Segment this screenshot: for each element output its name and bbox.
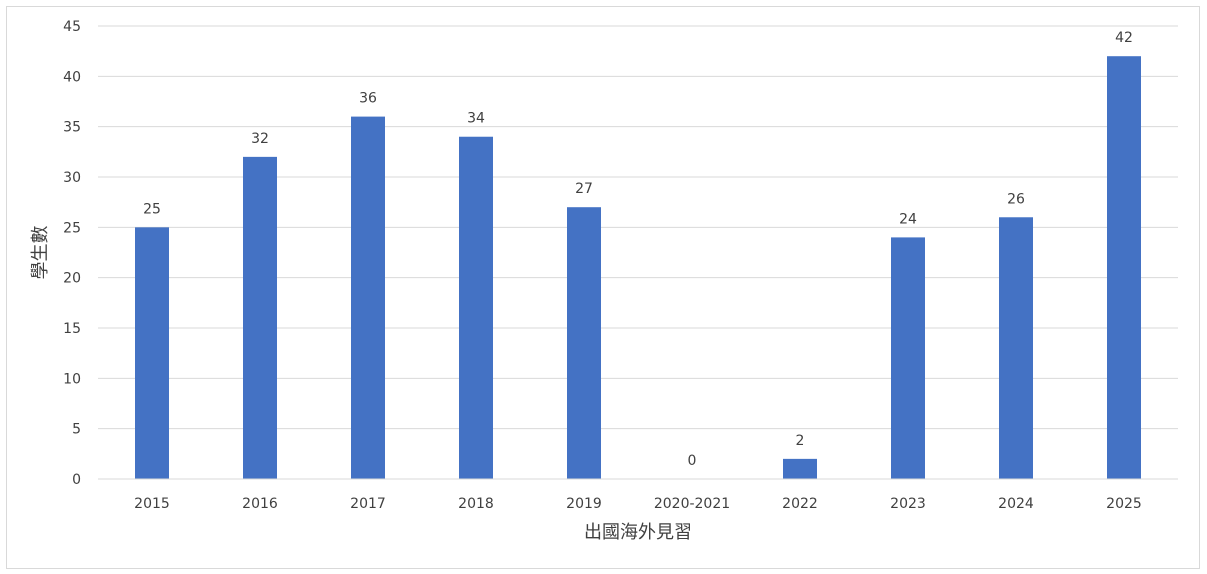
bar <box>135 227 169 479</box>
y-tick-label: 10 <box>63 371 81 387</box>
y-axis-title: 學生數 <box>30 226 51 280</box>
y-tick-label: 20 <box>63 271 81 287</box>
data-label: 0 <box>688 453 697 469</box>
y-tick-label: 25 <box>63 220 81 236</box>
y-axis-ticks: 0 5 10 15 20 25 30 35 40 45 <box>63 19 81 488</box>
x-axis-title: 出國海外見習 <box>584 522 692 543</box>
x-tick-label: 2025 <box>1106 496 1142 512</box>
y-tick-label: 35 <box>63 120 81 136</box>
x-tick-label: 2020-2021 <box>654 496 730 512</box>
y-tick-label: 15 <box>63 321 81 337</box>
y-tick-label: 40 <box>63 69 81 85</box>
bars <box>135 56 1141 479</box>
x-tick-label: 2023 <box>890 496 926 512</box>
x-tick-label: 2022 <box>782 496 818 512</box>
bar <box>459 136 493 479</box>
bar <box>567 207 601 479</box>
data-label: 27 <box>575 181 593 197</box>
y-tick-label: 45 <box>63 19 81 35</box>
bar <box>891 237 925 479</box>
gridlines <box>98 25 1178 430</box>
data-label: 2 <box>796 433 805 449</box>
y-tick-label: 0 <box>72 472 81 488</box>
y-tick-label: 30 <box>63 170 81 186</box>
data-label: 32 <box>251 131 269 147</box>
x-tick-label: 2018 <box>458 496 494 512</box>
data-labels: 25 32 36 34 27 0 2 24 26 42 <box>143 30 1133 469</box>
x-tick-label: 2015 <box>134 496 170 512</box>
bar <box>351 116 385 479</box>
data-label: 42 <box>1115 30 1133 46</box>
x-tick-label: 2019 <box>566 496 602 512</box>
x-tick-label: 2024 <box>998 496 1034 512</box>
bar <box>243 156 277 479</box>
data-label: 36 <box>359 91 377 107</box>
x-axis-ticks: 2015 2016 2017 2018 2019 2020-2021 2022 2023 202… <box>134 496 1142 512</box>
bar <box>999 217 1033 479</box>
bar <box>783 458 817 479</box>
x-tick-label: 2016 <box>242 496 278 512</box>
data-label: 25 <box>143 201 161 217</box>
bar <box>1107 56 1141 479</box>
data-label: 26 <box>1007 191 1025 207</box>
data-label: 24 <box>899 211 917 227</box>
data-label: 34 <box>467 111 485 127</box>
y-tick-label: 5 <box>72 422 81 438</box>
x-tick-label: 2017 <box>350 496 386 512</box>
